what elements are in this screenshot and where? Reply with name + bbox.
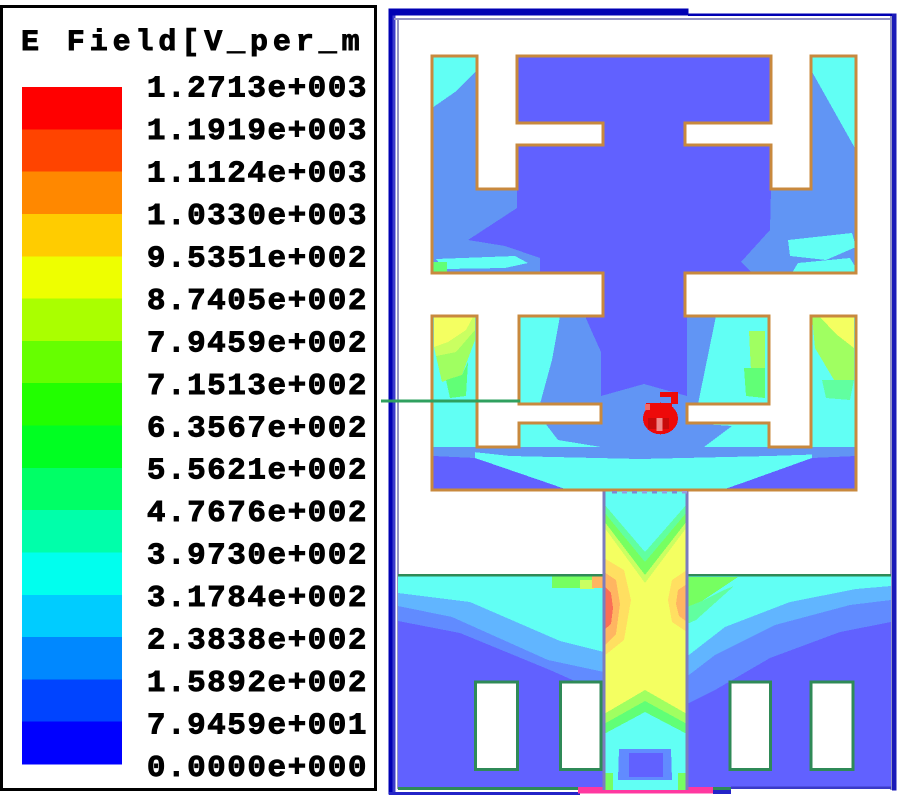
svg-text:3.1784e+002: 3.1784e+002 (147, 581, 368, 616)
svg-text:2.3838e+002: 2.3838e+002 (147, 624, 368, 659)
svg-text:8.7405e+002: 8.7405e+002 (147, 284, 368, 319)
svg-text:5.5621e+002: 5.5621e+002 (147, 454, 368, 489)
svg-text:7.1513e+002: 7.1513e+002 (147, 369, 368, 404)
svg-text:7.9459e+002: 7.9459e+002 (147, 326, 368, 361)
svg-text:1.1919e+003: 1.1919e+003 (147, 114, 368, 149)
svg-text:1.2713e+003: 1.2713e+003 (147, 72, 368, 107)
svg-text:3.9730e+002: 3.9730e+002 (147, 539, 368, 574)
svg-text:6.3567e+002: 6.3567e+002 (147, 411, 368, 446)
svg-text:1.1124e+003: 1.1124e+003 (147, 156, 368, 191)
svg-text:1.0330e+003: 1.0330e+003 (147, 199, 368, 234)
svg-text:7.9459e+001: 7.9459e+001 (147, 709, 368, 744)
svg-text:4.7676e+002: 4.7676e+002 (147, 496, 368, 531)
svg-text:E Field[V_per_m: E Field[V_per_m (21, 26, 365, 60)
svg-text:1.5892e+002: 1.5892e+002 (147, 666, 368, 701)
svg-text:0.0000e+000: 0.0000e+000 (147, 751, 368, 786)
svg-text:9.5351e+002: 9.5351e+002 (147, 241, 368, 276)
